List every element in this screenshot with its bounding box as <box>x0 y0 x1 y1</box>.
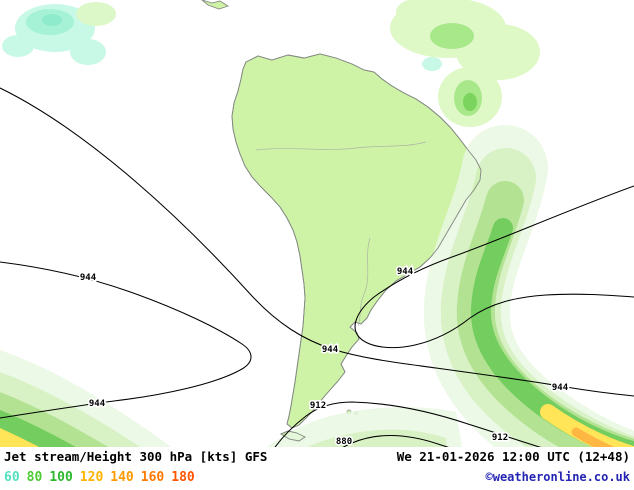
legend-value-100: 100 <box>49 470 73 485</box>
contour-label: 880 <box>336 437 352 447</box>
caption-bar: Jet stream/Height 300 hPa [kts] GFS We 2… <box>0 447 634 490</box>
contour-label: 944 <box>397 267 414 277</box>
coastline-overlay <box>231 53 482 442</box>
legend-value-80: 80 <box>26 470 43 485</box>
contour-label: 944 <box>80 273 97 283</box>
contour-944-atlantic-trough <box>354 185 634 349</box>
panama-sliver <box>201 0 230 10</box>
weather-map-canvas: 944 944 944 944 944 912 912 880 <box>0 0 634 448</box>
legend-value-120: 120 <box>79 470 104 485</box>
contour-label: 912 <box>310 401 326 411</box>
jet-band-atlantic <box>423 125 634 448</box>
legend-value-160: 160 <box>140 470 165 485</box>
wind-patch-top-left <box>2 2 116 65</box>
height-contours <box>0 87 634 448</box>
contour-label: 944 <box>552 383 569 393</box>
jet-stream-shading <box>0 125 634 448</box>
contour-944-north <box>0 87 634 397</box>
contour-label: 944 <box>322 345 339 355</box>
wind-patch-top-right <box>390 0 540 127</box>
contour-label: 912 <box>492 433 508 443</box>
contour-880 <box>340 435 452 448</box>
legend-value-60: 60 <box>4 470 20 485</box>
copyright-link[interactable]: ©weatheronline.co.uk <box>485 470 631 484</box>
jet-band-southwest <box>0 350 173 448</box>
speed-legend: 60 80 100 120 140 160 180 <box>4 470 202 485</box>
contour-labels: 944 944 944 944 944 912 912 880 <box>78 266 570 449</box>
legend-value-180: 180 <box>171 470 195 485</box>
contour-944-west-tongue <box>0 261 252 419</box>
map-title: Jet stream/Height 300 hPa [kts] GFS <box>4 449 268 464</box>
contour-label: 944 <box>89 399 106 409</box>
map-datetime: We 21-01-2026 12:00 UTC (12+48) <box>396 449 630 464</box>
amazon-river <box>255 141 427 151</box>
parana-river <box>357 237 371 327</box>
legend-value-140: 140 <box>110 470 134 485</box>
contour-912 <box>273 401 545 448</box>
